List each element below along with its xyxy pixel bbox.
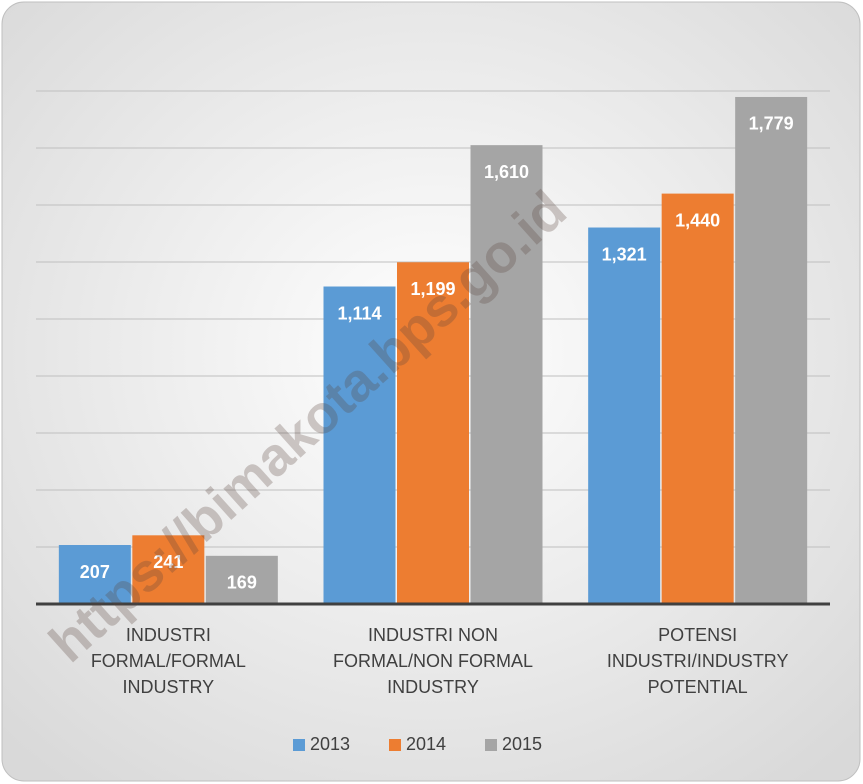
bar (323, 286, 396, 604)
value-label: 1,199 (410, 279, 455, 299)
bar (735, 96, 808, 605)
legend-label: 2014 (406, 734, 446, 754)
value-label: 1,440 (675, 210, 720, 230)
x-tick-label: POTENSI INDUSTRI/INDUSTRY POTENTIAL (606, 625, 789, 697)
value-label: 169 (227, 573, 257, 593)
x-tick-label: INDUSTRI NON FORMAL/NON FORMAL INDUSTRY (332, 625, 533, 697)
legend-label: 2013 (310, 734, 350, 754)
value-label: 241 (153, 552, 183, 572)
bar (470, 145, 543, 604)
bar (205, 555, 278, 604)
value-label: 1,114 (337, 303, 381, 323)
bar (58, 545, 131, 604)
bar (661, 193, 734, 604)
bar (397, 262, 469, 604)
legend-label: 2015 (502, 734, 542, 754)
x-tick-label: INDUSTRI FORMAL/FORMAL INDUSTRY (90, 625, 246, 697)
bar (132, 535, 205, 604)
bar (588, 227, 661, 604)
legend-swatch (485, 739, 497, 751)
value-label: 207 (80, 562, 110, 582)
value-label: 1,779 (749, 114, 794, 134)
value-label: 1,321 (602, 244, 647, 264)
legend-swatch (293, 739, 305, 751)
value-label: 1,610 (484, 162, 529, 182)
legend-swatch (389, 739, 401, 751)
